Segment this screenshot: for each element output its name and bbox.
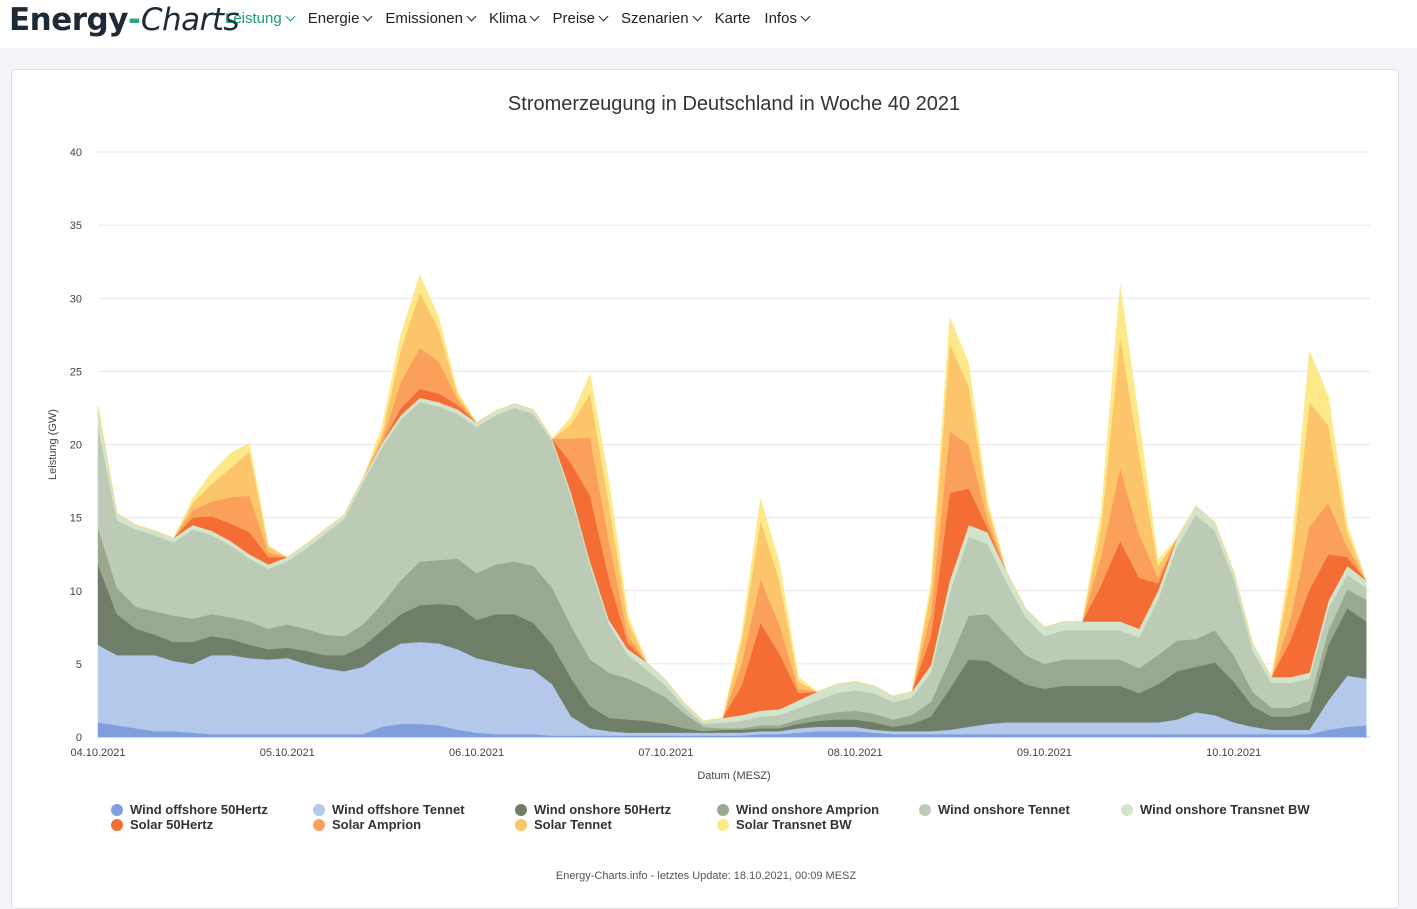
nav-label-karte: Karte xyxy=(714,10,751,27)
legend-marker xyxy=(1121,803,1133,816)
y-tick-label: 15 xyxy=(70,513,82,525)
legend-solar-transnet-bw[interactable]: Solar Transnet BW xyxy=(717,817,919,832)
y-tick-label: 30 xyxy=(70,293,82,305)
nav-item-leistung[interactable]: Leistung xyxy=(225,10,296,27)
x-tick-label: 07.10.2021 xyxy=(638,747,693,759)
nav-label-preise: Preise xyxy=(552,10,596,27)
y-tick-label: 5 xyxy=(76,659,82,671)
y-tick-label: 0 xyxy=(76,732,82,744)
legend-wind-onshore-tennet[interactable]: Wind onshore Tennet xyxy=(919,802,1121,817)
legend-label: Solar Amprion xyxy=(332,817,422,832)
nav-label-szenarien: Szenarien xyxy=(621,10,689,27)
y-tick-label: 35 xyxy=(70,220,82,232)
area-series-group xyxy=(97,274,1367,738)
legend-label: Wind offshore Tennet xyxy=(332,802,465,817)
legend-wind-offshore-tennet[interactable]: Wind offshore Tennet xyxy=(313,802,515,817)
legend-label: Wind onshore Tennet xyxy=(938,802,1070,817)
chevron-down-icon xyxy=(530,11,540,22)
nav-item-emissionen[interactable]: Emissionen xyxy=(385,10,477,27)
legend-marker xyxy=(313,803,325,816)
nav-label-energie: Energie xyxy=(307,10,360,27)
legend-wind-onshore-transnet-bw[interactable]: Wind onshore Transnet BW xyxy=(1121,802,1323,817)
legend-label: Wind offshore 50Hertz xyxy=(130,802,268,817)
logo-part2: Charts xyxy=(140,2,240,38)
chart-title: Stromerzeugung in Deutschland in Woche 4… xyxy=(508,93,960,115)
x-tick-label: 08.10.2021 xyxy=(828,747,883,759)
y-tick-label: 10 xyxy=(70,586,82,598)
nav-label-leistung: Leistung xyxy=(225,10,282,27)
legend-marker xyxy=(515,803,527,816)
x-tick-label: 05.10.2021 xyxy=(260,747,315,759)
legend-solar-50hertz[interactable]: Solar 50Hertz xyxy=(111,817,313,832)
legend-label: Wind onshore 50Hertz xyxy=(534,802,672,817)
legend-label: Wind onshore Amprion xyxy=(736,802,880,817)
legend-wind-onshore-amprion[interactable]: Wind onshore Amprion xyxy=(717,802,919,817)
legend-marker xyxy=(111,818,123,831)
chart-card: Stromerzeugung in Deutschland in Woche 4… xyxy=(11,69,1399,909)
x-tick-label: 06.10.2021 xyxy=(449,747,504,759)
x-axis-title: Datum (MESZ) xyxy=(697,770,770,782)
legend-marker xyxy=(717,803,729,816)
update-footer: Energy-Charts.info - letztes Update: 18.… xyxy=(555,870,857,882)
y-tick-label: 20 xyxy=(70,440,82,452)
y-tick-label: 25 xyxy=(70,366,82,378)
chevron-down-icon xyxy=(800,11,811,22)
chevron-down-icon xyxy=(692,11,703,22)
logo-dash: - xyxy=(127,2,141,38)
legend-label: Wind onshore Transnet BW xyxy=(1140,802,1310,817)
nav-item-szenarien[interactable]: Szenarien xyxy=(621,10,703,27)
legend-wind-offshore-50hertz[interactable]: Wind offshore 50Hertz xyxy=(111,802,313,817)
x-tick-label: 09.10.2021 xyxy=(1017,747,1072,759)
nav-label-infos: Infos xyxy=(764,10,797,27)
top-navbar: Energy-Charts Leistung Energie Emissione… xyxy=(0,0,1417,48)
nav-item-preise[interactable]: Preise xyxy=(552,10,609,27)
y-tick-label: 40 xyxy=(70,147,82,159)
nav-label-klima: Klima xyxy=(488,10,527,27)
chevron-down-icon xyxy=(362,11,373,22)
nav-item-infos[interactable]: Infos xyxy=(764,10,811,27)
chevron-down-icon xyxy=(285,11,296,22)
nav-item-karte[interactable]: Karte xyxy=(715,10,751,27)
legend-row-1: Wind offshore 50Hertz Wind offshore Tenn… xyxy=(111,802,1341,817)
legend-row-2: Solar 50Hertz Solar Amprion Solar Tennet… xyxy=(111,817,1341,832)
legend-label: Solar Tennet xyxy=(534,817,612,832)
legend-wind-onshore-50hertz[interactable]: Wind onshore 50Hertz xyxy=(515,802,717,817)
legend-label: Solar Transnet BW xyxy=(736,817,852,832)
chevron-down-icon xyxy=(466,11,477,22)
legend-marker xyxy=(111,803,123,816)
stacked-area-chart: Stromerzeugung in Deutschland in Woche 4… xyxy=(47,93,1370,782)
legend-marker xyxy=(313,818,325,831)
legend-marker xyxy=(717,818,729,831)
chevron-down-icon xyxy=(598,11,609,22)
x-tick-label: 10.10.2021 xyxy=(1206,747,1261,759)
area-solar-transnet-bw xyxy=(97,274,1367,722)
legend-label: Solar 50Hertz xyxy=(130,817,214,832)
nav-item-energie[interactable]: Energie xyxy=(307,10,373,27)
chart-legend: Wind offshore 50Hertz Wind offshore Tenn… xyxy=(111,802,1341,832)
x-tick-label: 04.10.2021 xyxy=(70,747,125,759)
nav-label-emissionen: Emissionen xyxy=(385,10,463,27)
legend-solar-tennet[interactable]: Solar Tennet xyxy=(515,817,717,832)
legend-marker xyxy=(919,803,931,816)
legend-marker xyxy=(515,818,527,831)
nav-item-klima[interactable]: Klima xyxy=(488,10,540,27)
logo-part1: Energy xyxy=(9,2,128,38)
energy-charts-logo[interactable]: Energy-Charts xyxy=(9,2,240,38)
y-axis-title: Leistung (GW) xyxy=(47,409,59,480)
legend-solar-amprion[interactable]: Solar Amprion xyxy=(313,817,515,832)
main-menu: Leistung Energie Emissionen Klima Preise… xyxy=(225,10,823,27)
